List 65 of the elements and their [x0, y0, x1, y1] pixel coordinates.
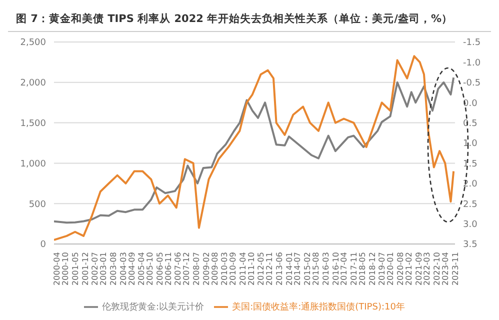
y2-tick-label: -0.5: [463, 78, 481, 89]
x-tick-label: 2000-10: [61, 252, 70, 286]
x-tick-label: 2008-07: [192, 252, 201, 286]
x-tick-label: 2000-04: [52, 252, 62, 286]
y-tick-label: 2,000: [20, 78, 46, 89]
y2-tick-label: 0.0: [463, 98, 478, 109]
x-tick-label: 2017-04: [340, 252, 349, 286]
x-tick-label: 2010-03: [220, 252, 230, 286]
x-tick-label: 2018-05: [358, 252, 367, 286]
y-tick-label: 1,000: [20, 159, 46, 170]
y2-tick-label: -1.5: [463, 38, 481, 48]
x-tick-label: 2018-12: [368, 252, 377, 286]
y-tick-label: 0: [40, 240, 46, 250]
x-tick-label: 2006-05: [155, 252, 164, 286]
x-tick-label: 2016-03: [321, 252, 330, 286]
x-tick-label: 2004-09: [127, 252, 136, 286]
line-series: [54, 76, 455, 224]
x-tick-label: 2003-01: [99, 252, 108, 286]
x-tick-label: 2004-03: [118, 252, 128, 286]
y2-tick-label: 2.0: [463, 180, 478, 190]
x-tick-label: 2001-05: [70, 252, 80, 286]
x-tick-label: 2012-05: [256, 252, 266, 286]
x-tick-label: 2012-11: [265, 252, 274, 286]
x-tick-label: 2011-04: [238, 252, 248, 286]
y2-tick-label: 2.5: [463, 200, 478, 210]
x-tick-label: 2022-03: [422, 252, 432, 286]
y2-tick-label: -1.0: [463, 58, 481, 68]
legend-label: 美国:国债收益率:通胀指数国债(TIPS):10年: [232, 302, 405, 312]
chart-title: 图 7：黄金和美债 TIPS 利率从 2022 年开始失去负相关性关系（单位：美元/盎司，%）: [8, 8, 491, 32]
x-tick-label: 2014-01: [284, 252, 294, 286]
x-tick-label: 2020-08: [396, 252, 405, 286]
y2-tick-label: 3.0: [463, 220, 478, 230]
x-tick-label: 2023-11: [450, 252, 460, 286]
y2-tick-label: 1.5: [463, 159, 478, 170]
y-tick-label: 2,500: [20, 38, 46, 48]
y-tick-label: 1,500: [20, 118, 46, 129]
x-tick-label: 2010-09: [228, 252, 238, 286]
x-tick-label: 2014-07: [293, 252, 302, 286]
x-tick-label: 2006-11: [164, 252, 173, 286]
x-tick-label: 2022-10: [432, 252, 442, 286]
x-tick-label: 2002-07: [90, 252, 100, 286]
x-tick-label: 2017-11: [350, 252, 359, 286]
y2-tick-label: 3.5: [463, 240, 478, 250]
x-tick-label: 2011-10: [246, 252, 256, 286]
x-tick-label: 2013-06: [274, 252, 284, 286]
x-tick-label: 2009-08: [210, 252, 220, 286]
x-tick-label: 2020-01: [386, 252, 396, 286]
y2-tick-label: 1.0: [463, 139, 478, 150]
x-tick-label: 2015-08: [312, 252, 321, 286]
x-tick-label: 2021-02: [404, 252, 414, 286]
line-series: [54, 55, 455, 241]
x-tick-label: 2015-02: [303, 252, 312, 286]
x-tick-label: 2007-06: [174, 252, 183, 286]
x-tick-label: 2009-02: [202, 252, 211, 286]
x-tick-label: 2021-09: [414, 252, 424, 286]
x-tick-label: 2005-10: [146, 252, 155, 286]
x-tick-label: 2016-10: [331, 252, 340, 286]
y-tick-label: 500: [28, 200, 46, 210]
legend-label: 伦敦现货黄金:以美元计价: [102, 302, 204, 312]
x-tick-label: 2003-08: [108, 252, 118, 286]
x-tick-label: 2019-07: [378, 252, 387, 286]
x-tick-label: 2007-12: [182, 252, 192, 286]
x-tick-label: 2023-04: [440, 252, 450, 286]
x-tick-label: 2005-04: [137, 252, 146, 286]
x-tick-label: 2001-12: [80, 252, 90, 286]
